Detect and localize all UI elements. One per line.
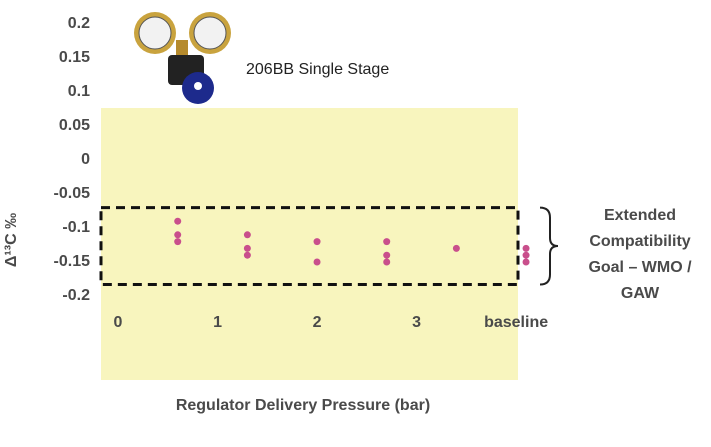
y-tick-label: -0.15 <box>54 253 91 270</box>
point <box>314 259 321 266</box>
point <box>523 259 530 266</box>
x-tick-label: 0 <box>114 314 123 331</box>
y-axis-label: Δ¹³C ‰ <box>3 213 20 267</box>
point <box>314 238 321 245</box>
band-label: Goal – WMO / <box>588 259 692 276</box>
plot-background <box>101 108 518 380</box>
chart-title: 206BB Single Stage <box>246 61 389 78</box>
band-label: Compatibility <box>589 233 690 250</box>
point <box>383 259 390 266</box>
y-tick-label: 0.1 <box>68 83 90 100</box>
point <box>383 238 390 245</box>
y-tick-label: 0.15 <box>59 49 90 66</box>
point <box>453 245 460 252</box>
x-tick-label: 3 <box>412 314 421 331</box>
point <box>174 231 181 238</box>
point <box>523 252 530 259</box>
point <box>523 245 530 252</box>
x-tick-label: 1 <box>213 314 222 331</box>
y-tick-label: -0.2 <box>62 287 90 304</box>
x-tick-label: 2 <box>313 314 322 331</box>
y-tick-label: -0.1 <box>62 219 90 236</box>
chart: 206BB Single Stage Regulator Delivery Pr… <box>0 0 711 442</box>
brace <box>540 208 558 285</box>
point <box>244 252 251 259</box>
point <box>244 245 251 252</box>
y-tick-label: 0 <box>81 151 90 168</box>
x-tick-label: baseline <box>484 314 548 331</box>
point <box>244 231 251 238</box>
point <box>174 218 181 225</box>
point <box>174 238 181 245</box>
regulator-image <box>134 12 231 104</box>
x-axis-label: Regulator Delivery Pressure (bar) <box>176 397 430 414</box>
y-tick-label: -0.05 <box>54 185 91 202</box>
y-tick-label: 0.2 <box>68 15 90 32</box>
y-tick-label: 0.05 <box>59 117 90 134</box>
band-label: Extended <box>604 207 676 224</box>
band-label: GAW <box>621 285 660 302</box>
point <box>383 252 390 259</box>
